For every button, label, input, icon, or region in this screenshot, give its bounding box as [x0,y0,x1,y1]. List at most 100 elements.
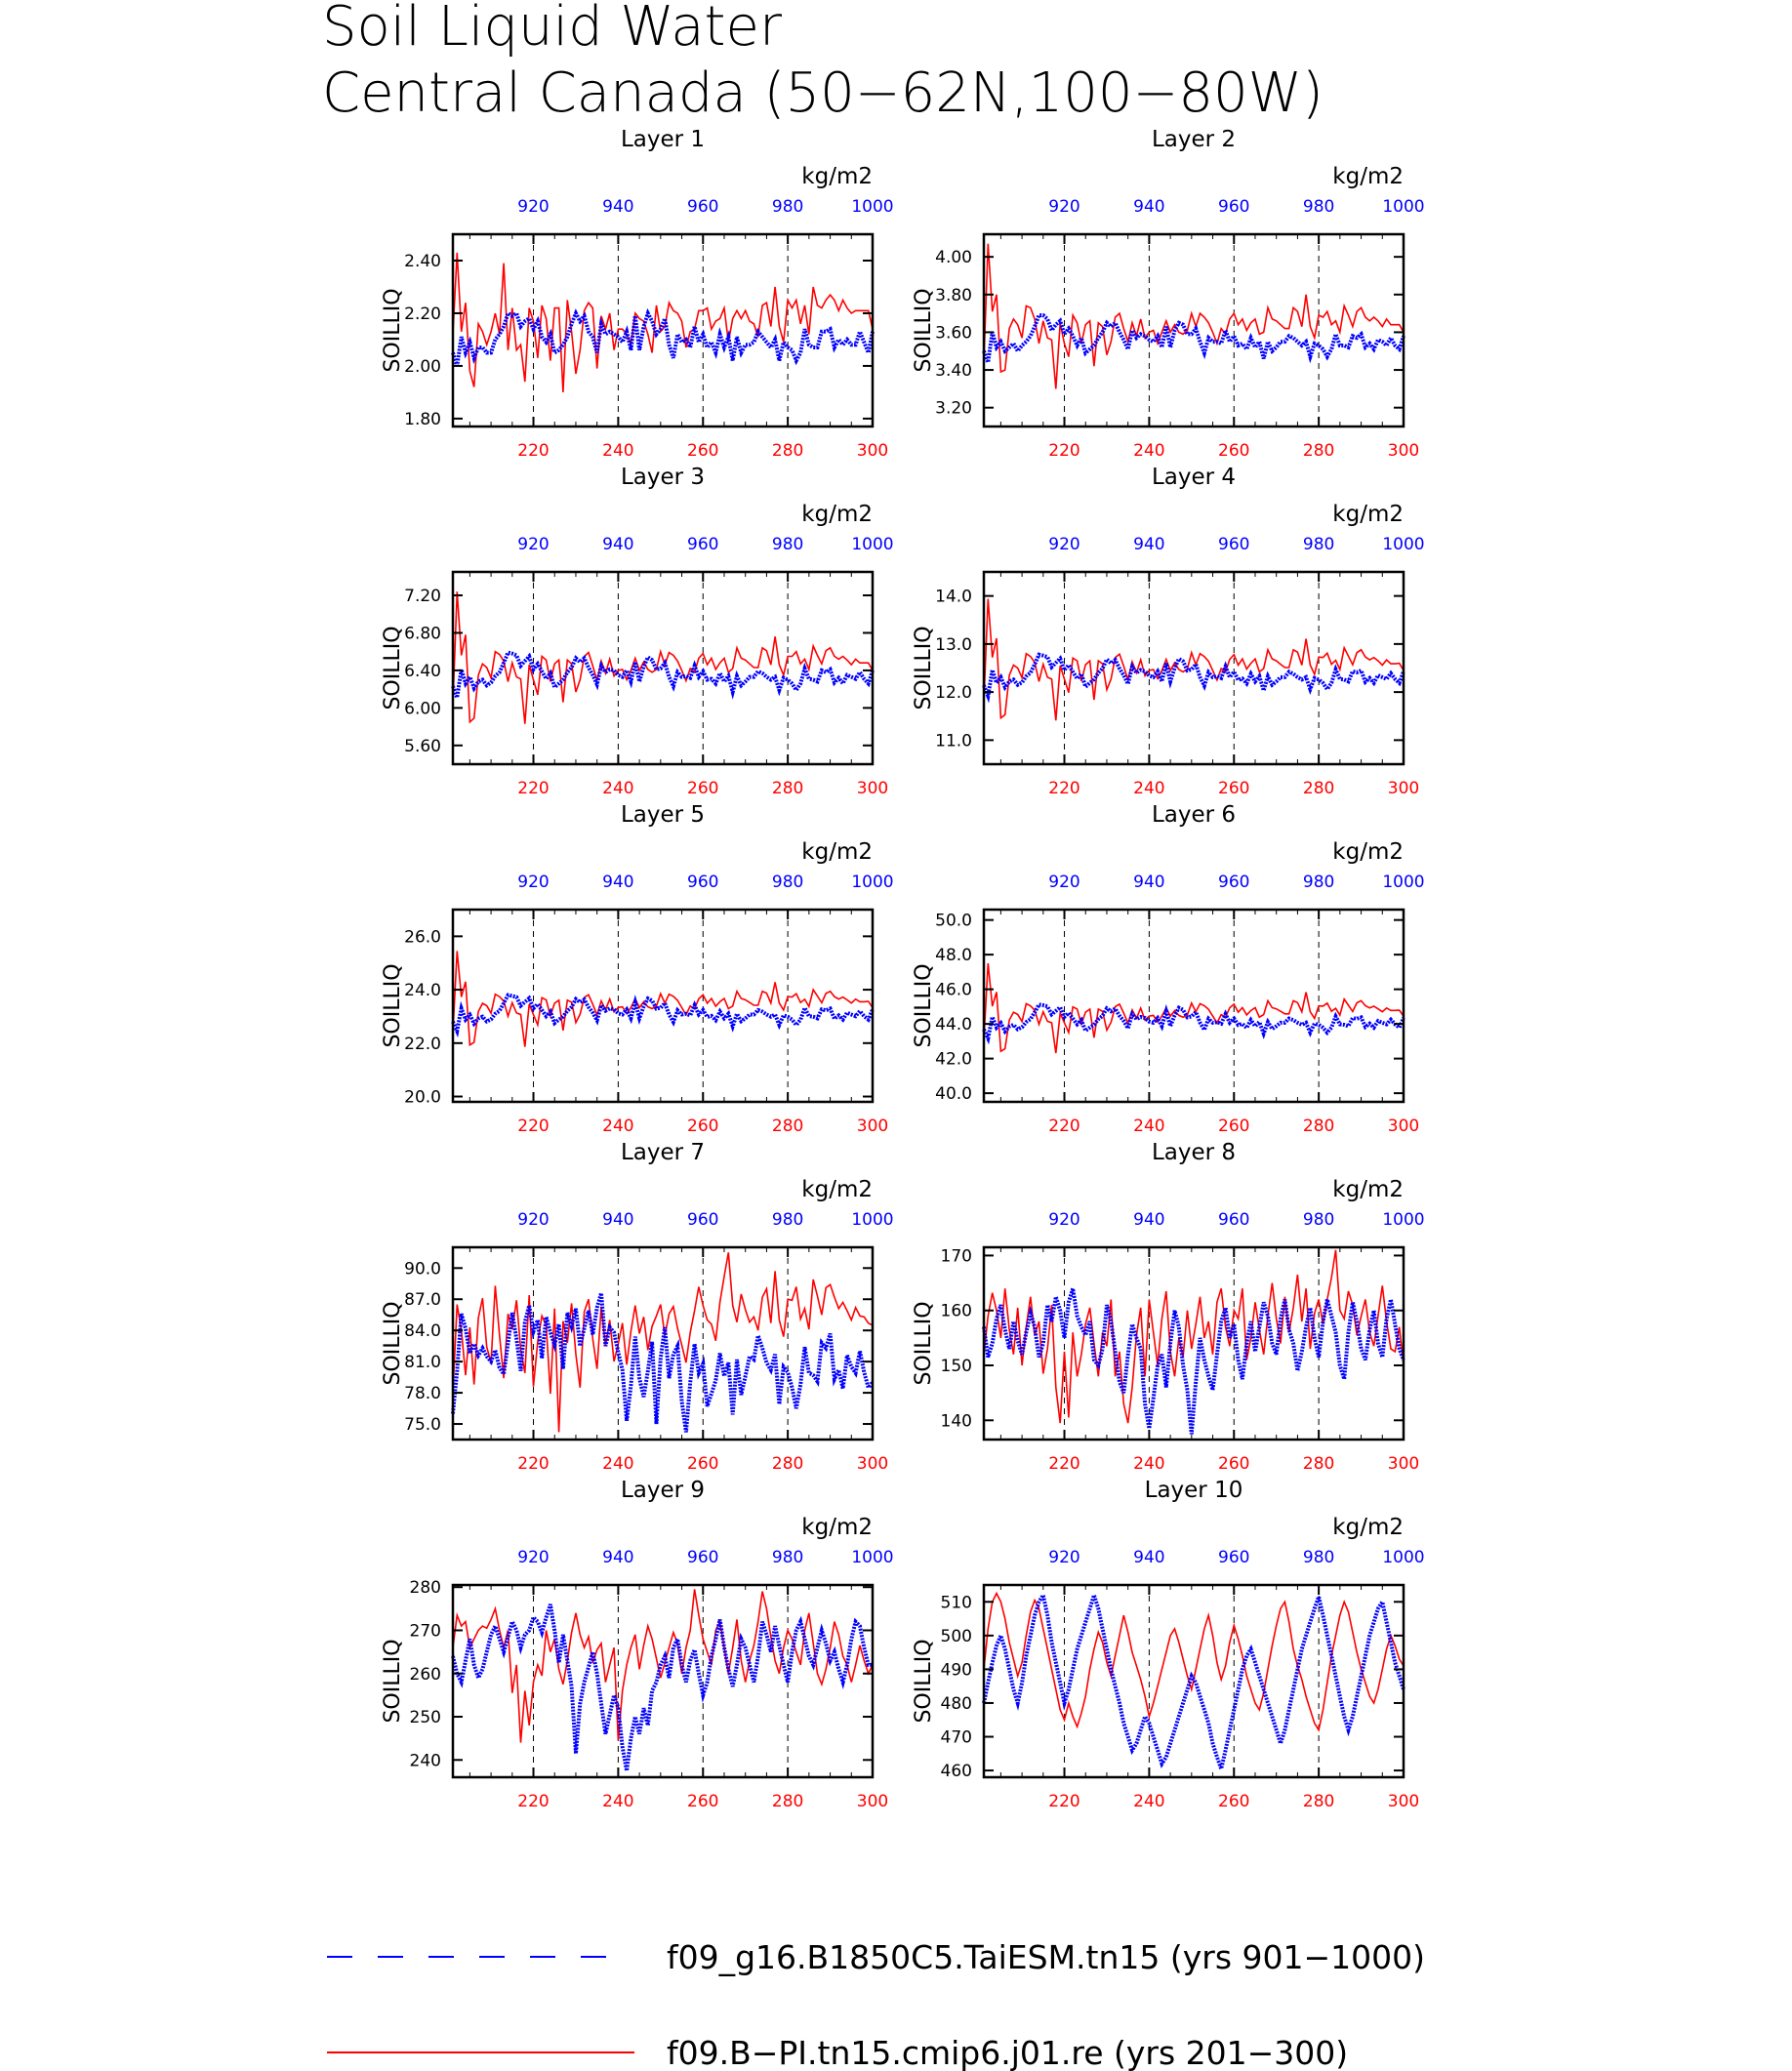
plot-frame [451,1583,875,1779]
panel-title: Layer 9 [621,1478,705,1503]
y-tick-label: 81.0 [404,1353,441,1372]
y-axis-label: SOILLIQ [912,626,936,710]
y-tick-label: 14.0 [935,588,972,607]
y-tick-label: 470 [941,1728,972,1748]
top-tick-label: 960 [1218,535,1249,554]
units-label: kg/m2 [1332,1515,1404,1540]
series-red-line [983,1249,1405,1424]
top-tick-label: 980 [1303,1548,1334,1567]
x-tick-label: 280 [1303,779,1334,798]
x-tick-label: 240 [602,1117,633,1136]
units-label: kg/m2 [1332,839,1404,865]
x-tick-label: 300 [1388,1117,1419,1136]
y-axis-label: SOILLIQ [381,963,405,1047]
x-tick-label: 260 [687,779,718,798]
panel-layer-10: Layer 10 kg/m2 SOILLIQ 220 240 260 280 300 920 94… [912,1478,1425,1811]
units-label: kg/m2 [801,839,873,865]
x-tick-label: 240 [602,1792,633,1811]
x-tick-label: 260 [687,1792,718,1811]
top-tick-label: 920 [1048,873,1079,892]
units-label: kg/m2 [1332,1177,1404,1202]
y-tick-label: 1.80 [404,410,441,429]
top-tick-label: 980 [772,197,803,217]
top-tick-label: 1000 [1382,1548,1424,1567]
top-tick-label: 1000 [851,535,893,554]
y-tick-label: 40.0 [935,1084,972,1104]
top-tick-label: 960 [687,1548,718,1567]
x-tick-label: 300 [1388,1454,1419,1474]
top-tick-label: 940 [1133,1210,1164,1230]
units-label: kg/m2 [801,502,873,527]
x-tick-label: 220 [1048,1117,1079,1136]
y-tick-label: 90.0 [404,1259,441,1279]
y-tick-label: 500 [941,1627,972,1646]
x-tick-label: 240 [602,441,633,461]
panel-title: Layer 6 [1152,802,1236,828]
top-tick-label: 920 [1048,535,1079,554]
top-tick-label: 940 [1133,197,1164,217]
top-tick-label: 920 [1048,1210,1079,1230]
panel-title: Layer 1 [621,127,705,152]
y-tick-label: 140 [941,1411,972,1431]
x-tick-label: 220 [517,779,549,798]
y-tick-label: 4.00 [935,248,972,267]
x-tick-label: 260 [1218,1454,1249,1474]
series-red-line [983,243,1405,389]
top-tick-label: 940 [602,873,633,892]
top-tick-label: 1000 [1382,873,1424,892]
y-axis-label: SOILLIQ [381,288,405,372]
y-tick-label: 46.0 [935,981,972,1000]
top-tick-label: 1000 [851,873,893,892]
units-label: kg/m2 [1332,164,1404,189]
y-tick-label: 2.20 [404,305,441,324]
top-tick-label: 980 [1303,1210,1334,1230]
top-tick-label: 960 [687,873,718,892]
y-tick-label: 42.0 [935,1050,972,1070]
top-tick-label: 980 [1303,197,1334,217]
series-blue-line [451,307,875,367]
series-red-line [452,951,874,1047]
x-tick-label: 220 [517,1792,549,1811]
series-blue-line [982,652,1405,704]
y-tick-label: 24.0 [404,981,441,1000]
legend-label-red: f09.B−PI.tn15.cmip6.j01.re (yrs 201−300) [667,2034,1348,2071]
series-blue-line [451,1292,875,1433]
units-label: kg/m2 [801,1177,873,1202]
top-tick-label: 1000 [851,1548,893,1567]
plot-frame [982,1583,1405,1779]
x-tick-label: 240 [602,779,633,798]
x-tick-label: 300 [857,1454,888,1474]
x-tick-label: 300 [857,441,888,461]
x-tick-label: 240 [1133,779,1164,798]
x-tick-label: 280 [1303,1454,1334,1474]
panel-title: Layer 2 [1152,127,1236,152]
x-tick-label: 220 [517,441,549,461]
top-tick-label: 980 [772,873,803,892]
y-tick-label: 5.60 [404,737,441,756]
y-tick-label: 240 [410,1751,441,1770]
series-blue-line [982,313,1405,364]
y-tick-label: 75.0 [404,1415,441,1435]
legend: f09_g16.B1850C5.TaiESM.tn15 (yrs 901−100… [327,1938,1425,2071]
panel-layer-7: Layer 7 kg/m2 SOILLIQ 220 240 260 280 300 920 940… [381,1140,894,1474]
x-tick-label: 300 [857,779,888,798]
y-tick-label: 490 [941,1660,972,1680]
panel-layer-5: Layer 5 kg/m2 SOILLIQ 220 240 260 280 300 920 940… [381,802,894,1136]
panel-title: Layer 10 [1145,1478,1243,1503]
x-tick-label: 280 [1303,1117,1334,1136]
panel-layer-8: Layer 8 kg/m2 SOILLIQ 220 240 260 280 300 920 940… [912,1140,1425,1474]
top-tick-label: 960 [687,197,718,217]
x-tick-label: 220 [1048,441,1079,461]
plot-frame [982,908,1405,1104]
x-tick-label: 260 [687,1454,718,1474]
x-tick-label: 260 [1218,1792,1249,1811]
x-tick-label: 240 [602,1454,633,1474]
series-red-line [452,252,874,392]
top-tick-label: 980 [1303,873,1334,892]
x-tick-label: 280 [772,1117,803,1136]
y-tick-label: 84.0 [404,1321,441,1341]
y-tick-label: 6.00 [404,699,441,718]
y-tick-label: 3.60 [935,323,972,343]
top-tick-label: 1000 [851,197,893,217]
top-tick-label: 960 [687,535,718,554]
